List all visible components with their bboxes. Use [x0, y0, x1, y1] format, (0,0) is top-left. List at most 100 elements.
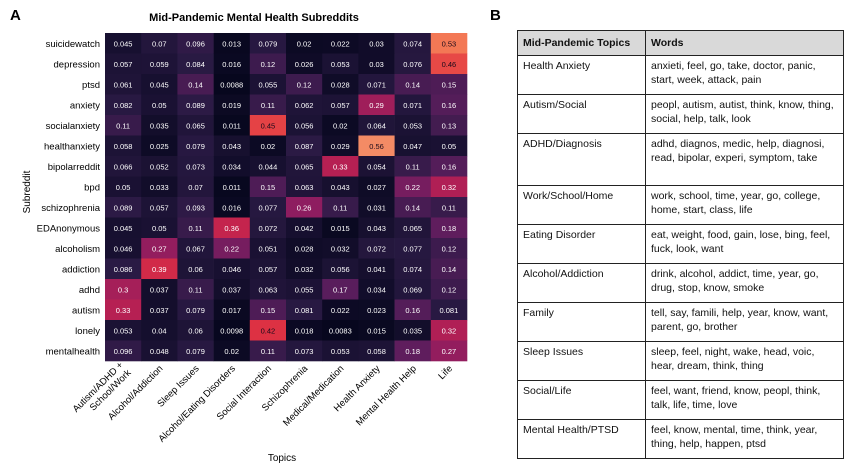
table-cell-words: eat, weight, food, gain, lose, bing, fee…	[645, 224, 844, 264]
heatmap-cell-value: 0.39	[152, 265, 167, 274]
heatmap-cell	[394, 320, 432, 341]
heatmap-cell-value: 0.11	[442, 203, 456, 212]
heatmap-cell	[286, 258, 323, 280]
column-tick-label: Autism/ADHD +School/Work	[71, 359, 134, 422]
heatmap-cell	[213, 299, 251, 321]
heatmap-cell-value: 0.076	[403, 60, 422, 69]
heatmap-cell-value: 0.063	[295, 183, 314, 192]
heatmap-cell	[249, 53, 287, 75]
heatmap-cell	[286, 299, 323, 321]
heatmap-cell	[105, 238, 142, 259]
heatmap-cell-value: 0.0083	[329, 326, 352, 335]
heatmap-cell-value: 0.07	[188, 183, 203, 192]
heatmap-cell	[358, 135, 395, 157]
table-cell-words: feel, want, friend, know, peopl, think, …	[645, 380, 844, 420]
heatmap-cell-value: 0.016	[222, 60, 241, 69]
heatmap-cell	[249, 74, 287, 95]
heatmap-cell-value: 0.053	[331, 60, 350, 69]
heatmap-cell	[177, 33, 214, 54]
heatmap-cell	[105, 299, 142, 321]
heatmap-cell	[105, 53, 142, 75]
heatmap-cell-value: 0.016	[222, 203, 241, 212]
heatmap-cell-value: 0.077	[259, 203, 278, 212]
heatmap-cell-value: 0.057	[114, 60, 133, 69]
heatmap-cell	[358, 299, 395, 321]
heatmap-cell	[213, 156, 251, 177]
row-tick-label: suicidewatch	[46, 39, 100, 50]
table-cell-topic: Health Anxiety	[517, 55, 646, 95]
heatmap-cell-value: 0.32	[442, 183, 457, 192]
heatmap-cell	[394, 156, 432, 177]
heatmap-cell	[141, 115, 178, 136]
heatmap-cell-value: 0.015	[367, 326, 386, 335]
table-header-row: Mid-Pandemic Topics Words	[517, 30, 844, 56]
heatmap-cell	[141, 279, 178, 300]
heatmap-cell	[430, 74, 468, 95]
row-tick-label: socialanxiety	[46, 121, 101, 132]
panel-label-b: B	[490, 7, 501, 24]
heatmap-cell-value: 0.037	[222, 285, 241, 294]
heatmap-cell-value: 0.065	[186, 121, 205, 130]
table-row: Social/Life feel, want, friend, know, peo…	[517, 380, 844, 420]
heatmap-cell-value: 0.14	[405, 203, 420, 212]
heatmap-cell-value: 0.084	[186, 60, 205, 69]
heatmap-cell	[394, 279, 432, 300]
table-cell-topic: Work/School/Home	[517, 185, 646, 225]
column-tick-label: Mental Health Help	[354, 363, 419, 428]
heatmap-cell-value: 0.066	[114, 162, 133, 171]
heatmap-cell	[213, 340, 251, 362]
table-row: Autism/Social peopl, autism, autist, thin…	[517, 94, 844, 134]
heatmap-cell	[177, 238, 214, 259]
heatmap-cell	[213, 279, 251, 300]
heatmap-cell-value: 0.18	[442, 224, 457, 233]
heatmap-cell-value: 0.071	[367, 80, 386, 89]
heatmap-cell	[322, 217, 359, 239]
heatmap-cell-value: 0.11	[261, 347, 275, 356]
heatmap-cell-value: 0.048	[150, 347, 169, 356]
heatmap-cell-value: 0.14	[442, 265, 457, 274]
table-row: Sleep Issues sleep, feel, night, wake, he…	[517, 341, 844, 381]
heatmap-cell-value: 0.03	[369, 39, 384, 48]
heatmap-cell-value: 0.032	[331, 244, 350, 253]
heatmap-cell-value: 0.064	[367, 121, 386, 130]
table-cell-topic: Social/Life	[517, 380, 646, 420]
heatmap-cell-value: 0.15	[261, 183, 276, 192]
heatmap-cell	[394, 94, 432, 116]
heatmap-cell-value: 0.045	[150, 80, 169, 89]
heatmap-cell-value: 0.3	[118, 285, 128, 294]
heatmap-cell	[430, 115, 468, 136]
heatmap-cell	[286, 33, 323, 54]
heatmap-cell-value: 0.07	[152, 39, 167, 48]
heatmap-cell-value: 0.12	[442, 285, 457, 294]
table-cell-topic: ADHD/Diagnosis	[517, 133, 646, 186]
heatmap-cell	[430, 33, 468, 54]
heatmap-cell-value: 0.019	[222, 101, 241, 110]
heatmap-cell-value: 0.045	[114, 39, 133, 48]
heatmap-cell	[322, 115, 359, 136]
heatmap-cell-value: 0.067	[186, 244, 205, 253]
table-cell-words: peopl, autism, autist, think, know, thin…	[645, 94, 844, 134]
heatmap-cell-value: 0.22	[405, 183, 420, 192]
row-labels: suicidewatch depression ptsd anxiety sociala…	[37, 39, 101, 358]
heatmap-cell-value: 0.093	[186, 203, 205, 212]
row-tick-label: addiction	[62, 264, 100, 275]
heatmap-cell-value: 0.05	[116, 183, 131, 192]
heatmap-cell-value: 0.53	[442, 39, 457, 48]
table-cell-topic: Sleep Issues	[517, 341, 646, 381]
heatmap-cell	[177, 279, 214, 300]
heatmap-cell	[213, 94, 251, 116]
heatmap-cell-value: 0.05	[152, 224, 167, 233]
heatmap-cell	[249, 115, 287, 136]
heatmap-cell-value: 0.034	[222, 162, 241, 171]
heatmap-cell-value: 0.057	[331, 101, 350, 110]
heatmap-cell-value: 0.018	[295, 326, 314, 335]
heatmap-cell	[286, 74, 323, 95]
heatmap-cell-value: 0.29	[369, 101, 384, 110]
heatmap-cell-value: 0.017	[222, 306, 241, 315]
heatmap-cell-value: 0.04	[152, 326, 167, 335]
heatmap-cell	[141, 33, 178, 54]
heatmap-cell-value: 0.11	[261, 101, 275, 110]
heatmap-cell-value: 0.035	[403, 326, 422, 335]
heatmap-cell-value: 0.11	[188, 285, 202, 294]
heatmap-cell-value: 0.015	[331, 224, 350, 233]
